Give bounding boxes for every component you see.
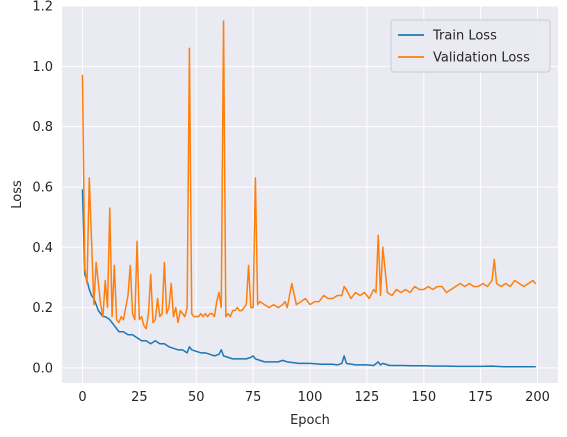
x-tick-labels: 0 25 50 75 100 125 150 175 200	[78, 390, 550, 405]
x-tick-label: 0	[78, 390, 86, 405]
series-lines	[81, 20, 536, 368]
x-tick-label: 100	[298, 390, 323, 405]
y-tick-label: 1.0	[32, 60, 53, 75]
y-tick-label: 0.6	[32, 180, 53, 195]
series-line-train-loss	[81, 189, 536, 368]
legend: Train Loss Validation Loss	[390, 19, 551, 73]
x-tick-label: 50	[188, 390, 205, 405]
legend-box	[390, 19, 551, 73]
x-tick-label: 25	[131, 390, 148, 405]
y-tick-label: 0.2	[32, 301, 53, 316]
legend-label: Train Loss	[432, 29, 497, 44]
x-tick-label: 150	[411, 390, 436, 405]
x-tick-label: 75	[245, 390, 262, 405]
x-axis-label: Epoch	[290, 413, 330, 428]
legend-label: Validation Loss	[433, 51, 530, 66]
y-tick-labels: 0.0 0.2 0.4 0.6 0.8 1.0 1.2	[32, 0, 53, 376]
series-line-validation-loss	[81, 20, 536, 330]
x-tick-label: 200	[525, 390, 550, 405]
y-tick-label: 0.0	[32, 361, 53, 376]
y-axis-label: Loss	[10, 180, 25, 209]
y-tick-label: 0.8	[32, 120, 53, 135]
x-tick-label: 175	[468, 390, 493, 405]
y-tick-label: 0.4	[32, 241, 53, 256]
y-tick-label: 1.2	[32, 0, 53, 15]
x-tick-label: 125	[354, 390, 379, 405]
